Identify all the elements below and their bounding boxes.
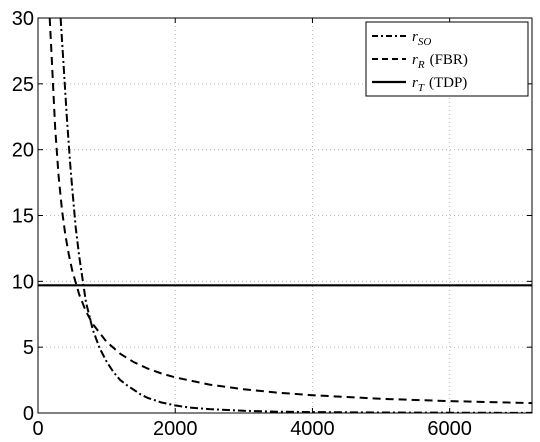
x-tick-label: 4000 (290, 418, 335, 440)
y-tick-label: 15 (12, 206, 34, 228)
y-tick-label: 5 (23, 337, 34, 359)
y-tick-label: 30 (12, 8, 34, 30)
x-tick-label: 2000 (153, 418, 198, 440)
series-line-so (59, 18, 532, 413)
data-series (38, 18, 532, 413)
x-tick-label: 0 (32, 418, 43, 440)
series-line-r (48, 18, 532, 405)
y-tick-label: 10 (12, 271, 34, 293)
y-tick-label: 20 (12, 140, 34, 162)
axis-ticks: 0 2000 4000 6000 0 5 10 15 20 25 30 (12, 8, 532, 440)
legend-label-so: rSO (412, 29, 431, 48)
legend: rSO rR (FBR) rT (TDP) (365, 21, 529, 97)
y-tick-label: 25 (12, 74, 34, 96)
legend-label-r: rR (FBR) (412, 52, 468, 71)
legend-label-t: rT (TDP) (412, 75, 467, 94)
y-tick-label: 0 (23, 403, 34, 425)
x-tick-label: 6000 (427, 418, 472, 440)
